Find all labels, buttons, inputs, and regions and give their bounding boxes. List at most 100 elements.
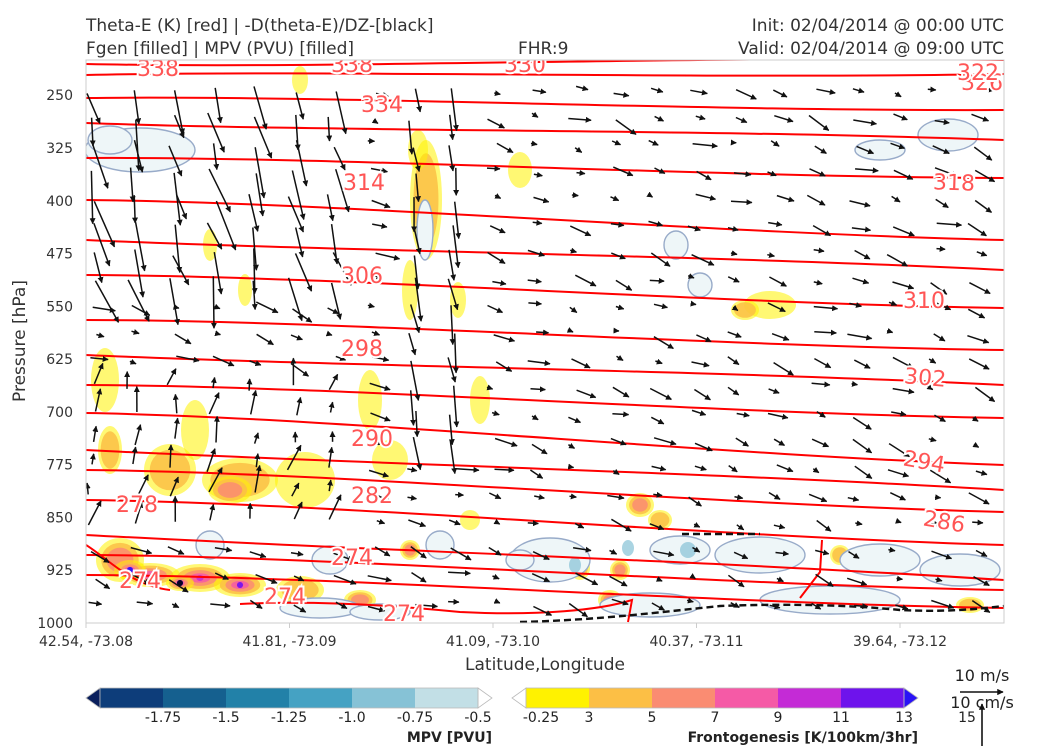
fgen-colorbar-swatch: [778, 688, 842, 708]
x-tick-label: 39.64, -73.12: [853, 634, 947, 650]
fgen-colorbar-swatch: [715, 688, 779, 708]
mpv-colorbar-swatch: [415, 688, 479, 708]
theta-e-contour-label: 282: [351, 484, 393, 509]
title-left-1: Theta-E (K) [red] | -D(theta-E)/DZ-[blac…: [85, 16, 434, 36]
wind-vector: [134, 195, 135, 223]
valid-time: Valid: 02/04/2014 @ 09:00 UTC: [738, 39, 1004, 59]
mpv-fill: [664, 231, 688, 259]
mpv-colorbar-swatch: [163, 688, 227, 708]
fgen-fill: [218, 482, 243, 498]
mpv-colorbar-swatch: [289, 688, 353, 708]
wind-vector: [972, 522, 983, 523]
init-time: Init: 02/04/2014 @ 00:00 UTC: [752, 16, 1004, 36]
mpv-fill: [855, 140, 905, 160]
y-tick-label: 550: [46, 299, 73, 315]
wind-vector: [650, 280, 664, 281]
mpv-fill-dark: [622, 540, 634, 556]
fgen-colorbar-tick-label: 11: [832, 710, 850, 726]
theta-e-contour-label: 310: [903, 289, 945, 314]
wind-vector: [528, 303, 541, 304]
vector-key-label-1: 10 m/s: [955, 666, 1010, 685]
y-tick-label: 850: [46, 510, 73, 526]
theta-e-contour-label: 274: [331, 546, 373, 571]
fgen-colorbar-tick-label: 7: [711, 710, 720, 726]
fgen-colorbar-extend-low: [512, 688, 526, 708]
fgen-colorbar-swatch: [589, 688, 653, 708]
y-tick-label: 700: [46, 405, 73, 421]
fgen-fill: [632, 498, 648, 511]
y-tick-label: 250: [46, 88, 73, 104]
y-tick-label: 775: [46, 458, 73, 474]
fgen-colorbar-swatch: [841, 688, 905, 708]
fgen-fill: [470, 376, 490, 424]
fgen-colorbar-swatch: [652, 688, 716, 708]
wind-vector: [854, 606, 868, 607]
wind-vector: [572, 195, 578, 196]
title-left-2: Fgen [filled] | MPV (PVU) [filled]: [86, 39, 354, 59]
fgen-colorbar-tick-label: 13: [895, 710, 913, 726]
mpv-colorbar: -1.75-1.5-1.25-1.0-0.75-0.5-0.25: [86, 688, 559, 726]
theta-e-contour-label: 274: [119, 569, 161, 594]
fgen-fill: [292, 66, 308, 94]
theta-e-contour-label: 302: [903, 364, 947, 393]
theta-e-contour-label: 290: [351, 427, 393, 452]
fhr-label: FHR:9: [518, 39, 568, 59]
wind-vector: [577, 173, 585, 174]
fgen-fill: [358, 370, 382, 430]
wind-vector: [495, 469, 514, 470]
fgen-colorbar-label: Frontogenesis [K/100km/3hr]: [688, 730, 918, 746]
y-tick-label: 1000: [37, 616, 73, 632]
mpv-colorbar-tick-label: -1.5: [212, 710, 239, 726]
fgen-colorbar-swatch: [526, 688, 590, 708]
mpv-colorbar-label: MPV [PVU]: [407, 730, 492, 746]
x-tick-label: 40.37, -73.11: [649, 634, 743, 650]
mpv-fill: [918, 119, 978, 151]
theta-e-contour-label: 338: [137, 57, 179, 82]
mpv-fill: [426, 531, 454, 559]
theta-e-contour-label: 322: [957, 61, 999, 86]
mpv-colorbar-tick-label: -1.0: [338, 710, 365, 726]
x-axis-label: Latitude,Longitude: [465, 655, 625, 675]
wind-vector: [455, 495, 463, 496]
y-tick-label: 625: [46, 352, 73, 368]
mpv-colorbar-tick-label: -0.5: [464, 710, 491, 726]
wind-vector: [852, 384, 858, 385]
wind-vector: [568, 467, 573, 468]
theta-e-contour-label: 314: [343, 171, 385, 196]
mpv-fill-dark: [680, 542, 696, 558]
wind-vector: [935, 497, 941, 498]
theta-e-contour-label: 318: [933, 170, 976, 196]
fgen-fill: [614, 564, 625, 575]
wind-vector: [570, 496, 577, 497]
theta-e-contour-label: 298: [341, 337, 383, 362]
theta-e-contour-label: 274: [264, 585, 306, 610]
theta-e-contour-label: 278: [116, 493, 158, 518]
fgen-fill: [508, 152, 532, 188]
mpv-colorbar-swatch: [226, 688, 290, 708]
mpv-colorbar-extend-high: [478, 688, 492, 708]
fgen-colorbar-tick-label: 9: [774, 710, 783, 726]
wind-vector: [528, 523, 539, 524]
wind-vector: [612, 414, 628, 415]
wind-vector: [897, 579, 903, 580]
x-tick-label: 42.54, -73.08: [39, 634, 133, 650]
x-tick-label: 41.81, -73.09: [242, 634, 336, 650]
fgen-colorbar-tick-label: 5: [648, 710, 657, 726]
wind-vector: [937, 249, 946, 250]
mpv-fill: [920, 554, 1000, 586]
y-tick-label: 325: [46, 141, 73, 157]
mpv-colorbar-swatch: [100, 688, 164, 708]
theta-e-contour-label: 306: [341, 264, 383, 289]
wind-vector: [928, 89, 936, 90]
y-tick-label: 925: [46, 563, 73, 579]
theta-e-contour-label: 334: [361, 93, 403, 118]
wind-vector: [536, 332, 548, 333]
mpv-fill: [196, 531, 224, 559]
wind-vector: [170, 445, 171, 468]
mpv-colorbar-tick-label: -1.75: [145, 710, 181, 726]
